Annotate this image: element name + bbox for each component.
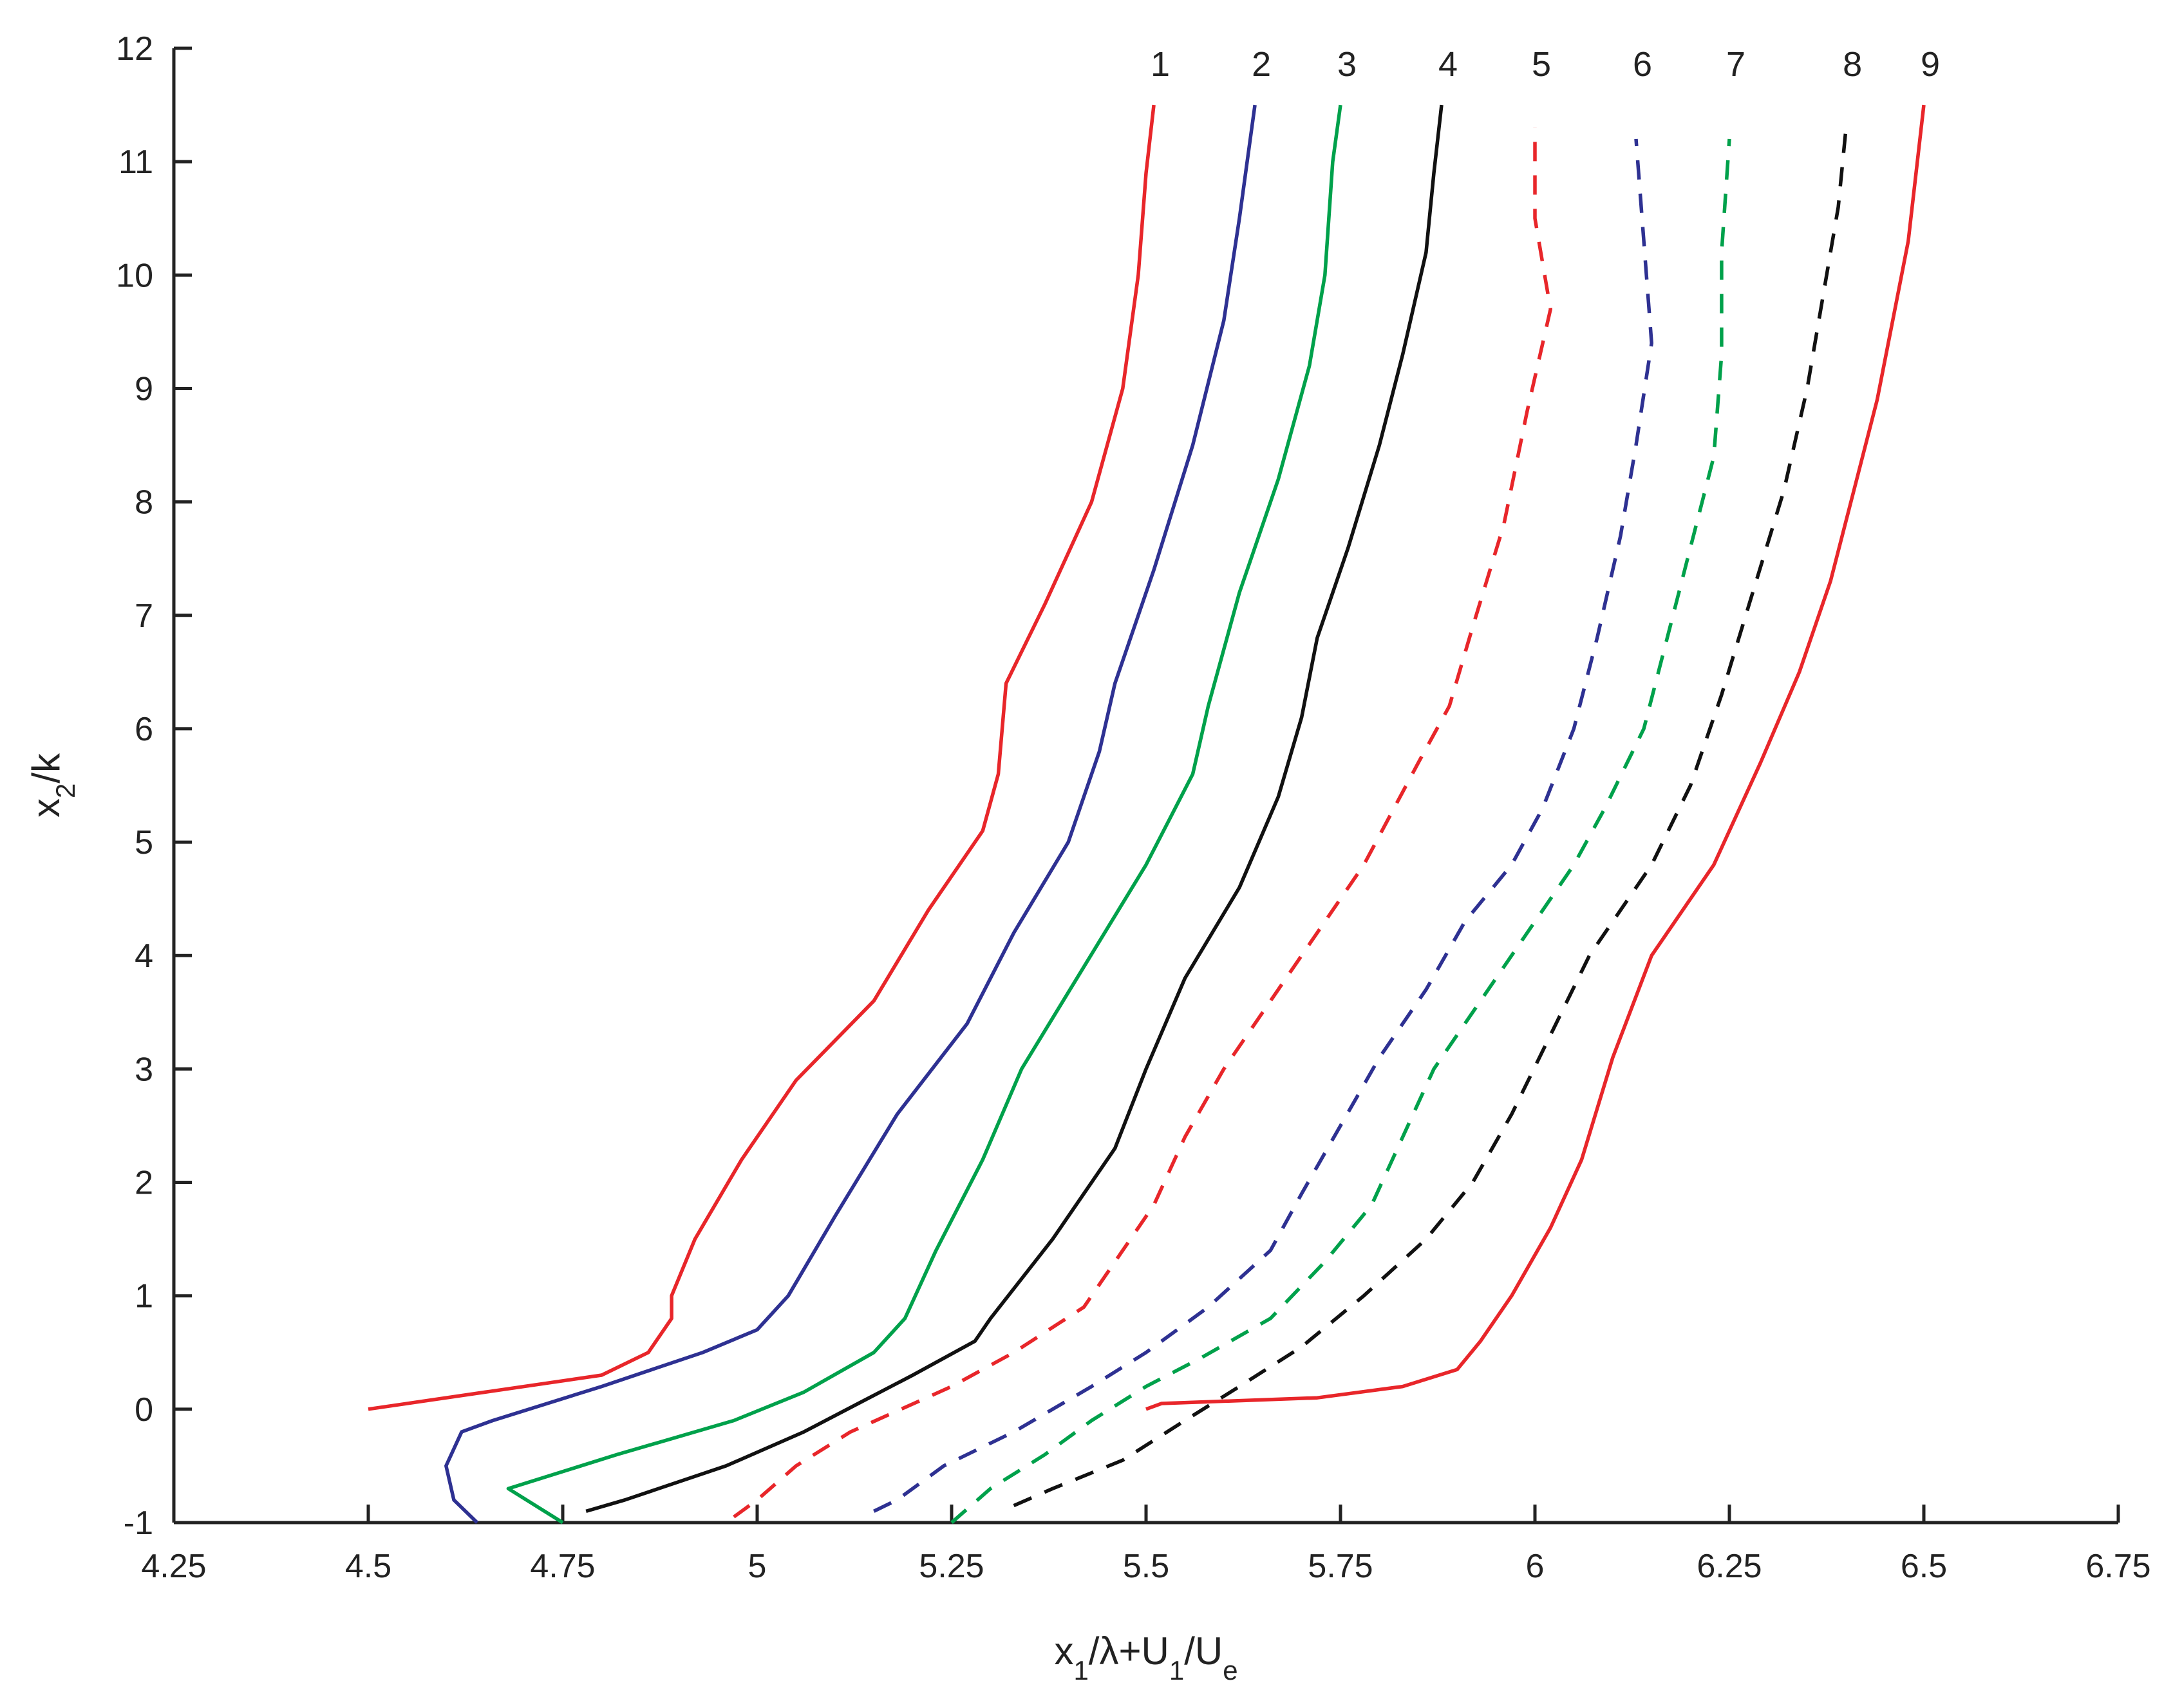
series-6-label: 6 — [1633, 45, 1652, 84]
series-8-label: 8 — [1843, 45, 1862, 84]
y-tick-label: 6 — [135, 711, 153, 748]
series-2-label: 2 — [1252, 45, 1271, 84]
x-tick-label: 4.75 — [530, 1548, 595, 1585]
y-tick-label: 11 — [118, 144, 153, 181]
series-5-label: 5 — [1532, 45, 1551, 84]
series-4-line — [585, 104, 1444, 1514]
y-tick-label: 0 — [135, 1391, 153, 1429]
series-7-line — [950, 138, 1731, 1525]
series-3-line — [506, 104, 1342, 1525]
series-2-line — [444, 104, 1257, 1524]
series-1-line — [368, 104, 1156, 1411]
x-tick-label: 6.25 — [1697, 1548, 1762, 1585]
y-tick-label: 2 — [135, 1165, 153, 1202]
series-labels: 1 2 3 4 5 6 7 8 9 — [1151, 45, 1940, 84]
x-tick-label: 4.25 — [141, 1548, 206, 1585]
x-tick-label: 4.5 — [345, 1548, 391, 1585]
y-tick-label: 9 — [135, 370, 153, 408]
x-tick-label: 6.5 — [1901, 1548, 1947, 1585]
x-tick-label: 5 — [748, 1548, 767, 1585]
y-tick-label: 5 — [135, 824, 153, 861]
series-5-line — [733, 127, 1552, 1519]
x-tick-label: 5.5 — [1123, 1548, 1169, 1585]
x-tick-label: 6 — [1526, 1548, 1545, 1585]
x-tick-label: 5.75 — [1308, 1548, 1373, 1585]
series-layer — [368, 104, 1926, 1525]
x-axis-title: x1/λ+U1/Ue — [1054, 1629, 1237, 1685]
y-tick-label: 4 — [135, 937, 153, 975]
y-tick-label: -1 — [124, 1505, 153, 1542]
series-9-line — [1145, 104, 1926, 1411]
series-7-label: 7 — [1726, 45, 1745, 84]
y-tick-label: 3 — [135, 1051, 153, 1088]
y-tick-label: 8 — [135, 484, 153, 521]
x-tick-label: 6.75 — [2085, 1548, 2150, 1585]
x-tick-label: 5.25 — [919, 1548, 984, 1585]
series-6-line — [872, 138, 1653, 1513]
y-tick-label: 12 — [116, 30, 153, 68]
series-1-label: 1 — [1151, 45, 1170, 84]
y-tick-label: 10 — [116, 257, 153, 294]
series-9-label: 9 — [1921, 45, 1940, 84]
y-tick-label: 1 — [135, 1278, 153, 1315]
series-3-label: 3 — [1337, 45, 1357, 84]
series-4-label: 4 — [1438, 45, 1458, 84]
y-axis-title: x2/k — [24, 753, 80, 818]
y-tick-label: 7 — [135, 597, 153, 635]
series-8-line — [1013, 127, 1848, 1508]
